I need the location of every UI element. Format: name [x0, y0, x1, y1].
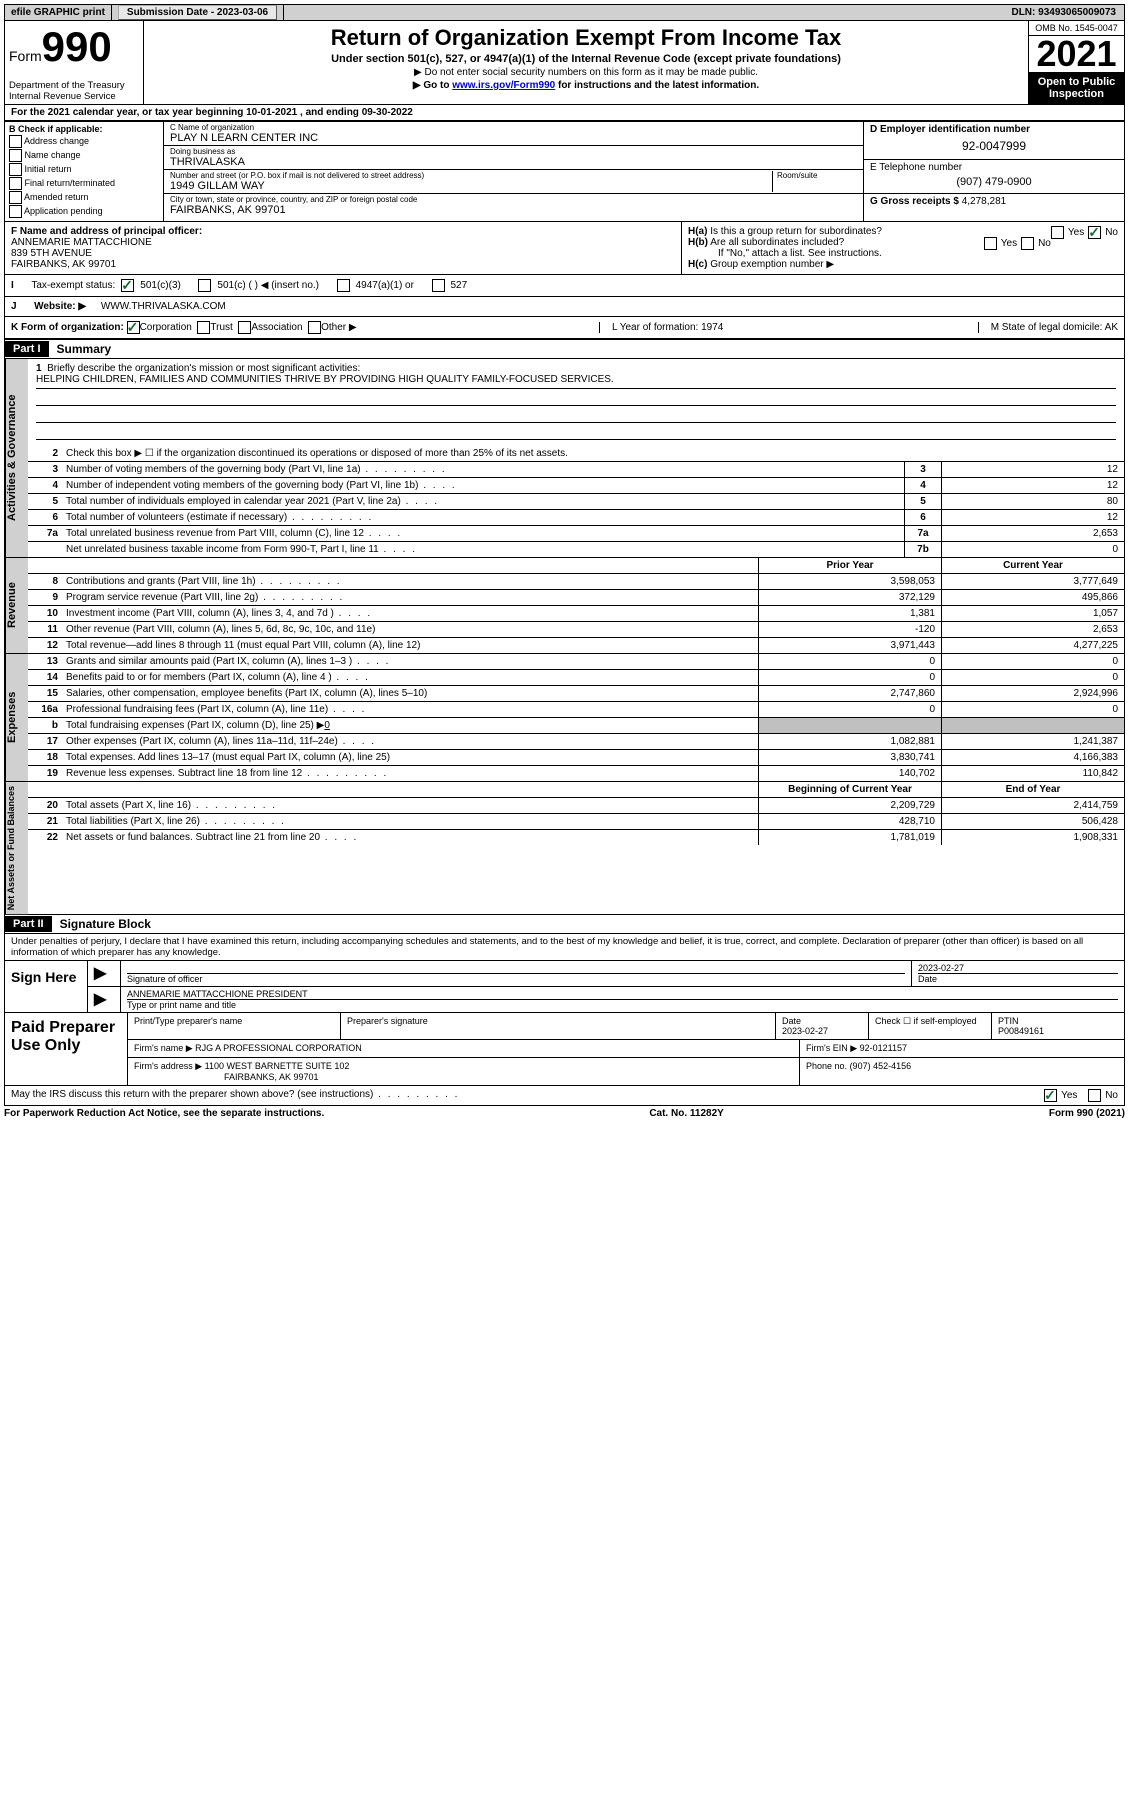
line-a: For the 2021 calendar year, or tax year …	[5, 105, 1124, 121]
firm-name: RJG A PROFESSIONAL CORPORATION	[195, 1043, 362, 1053]
section-h: H(a) Is this a group return for subordin…	[682, 222, 1124, 274]
identity-block: For the 2021 calendar year, or tax year …	[4, 105, 1125, 340]
form990-url[interactable]: www.irs.gov/Form990	[452, 80, 555, 91]
street-address: 1949 GILLAM WAY	[170, 180, 772, 192]
org-name: PLAY N LEARN CENTER INC	[170, 132, 857, 144]
dba-name: THRIVALASKA	[170, 156, 857, 168]
perjury-declaration: Under penalties of perjury, I declare th…	[5, 934, 1124, 960]
state-domicile: M State of legal domicile: AK	[978, 322, 1118, 333]
vtab-expenses: Expenses	[5, 654, 28, 781]
ssn-warning: ▶ Do not enter social security numbers o…	[150, 67, 1022, 78]
revenue-section: Revenue Prior YearCurrent Year 8Contribu…	[4, 558, 1125, 654]
paid-preparer: Paid Preparer Use Only Print/Type prepar…	[4, 1013, 1125, 1086]
page-footer: For Paperwork Reduction Act Notice, see …	[4, 1106, 1125, 1121]
phone: (907) 479-0900	[870, 173, 1118, 191]
vtab-revenue: Revenue	[5, 558, 28, 653]
goto-link-line: ▶ Go to www.irs.gov/Form990 for instruct…	[150, 80, 1022, 91]
gross-receipts: 4,278,281	[962, 196, 1007, 207]
tax-year: 2021	[1029, 36, 1124, 72]
irs-discuss: May the IRS discuss this return with the…	[4, 1086, 1125, 1106]
dept-treasury: Department of the Treasury	[9, 80, 125, 91]
year-formation: L Year of formation: 1974	[599, 322, 735, 333]
form-header: Form990 Department of the Treasury Inter…	[4, 21, 1125, 105]
vtab-governance: Activities & Governance	[5, 359, 28, 557]
activities-governance: Activities & Governance 1 Briefly descri…	[4, 359, 1125, 558]
form-subtitle: Under section 501(c), 527, or 4947(a)(1)…	[150, 53, 1022, 65]
part1-header: Part I Summary	[4, 340, 1125, 359]
city-state-zip: FAIRBANKS, AK 99701	[170, 204, 857, 216]
top-toolbar: efile GRAPHIC print Submission Date - 20…	[4, 4, 1125, 21]
website: WWW.THRIVALASKA.COM	[101, 301, 226, 312]
submission-date: Submission Date - 2023-03-06	[112, 5, 284, 20]
section-e: E Telephone number (907) 479-0900	[864, 160, 1124, 194]
section-c: C Name of organization PLAY N LEARN CENT…	[164, 122, 863, 221]
signature-block: Under penalties of perjury, I declare th…	[4, 934, 1125, 1013]
section-k: K Form of organization: Corporation Trus…	[5, 316, 1124, 339]
section-i: I Tax-exempt status: 501(c)(3) 501(c) ( …	[5, 274, 1124, 296]
officer-name: ANNEMARIE MATTACCHIONE PRESIDENT	[127, 989, 1118, 999]
section-d: D Employer identification number 92-0047…	[864, 122, 1124, 160]
net-assets-section: Net Assets or Fund Balances Beginning of…	[4, 782, 1125, 915]
section-j: J Website: ▶ WWW.THRIVALASKA.COM	[5, 296, 1124, 316]
ein: 92-0047999	[870, 135, 1118, 157]
vtab-net-assets: Net Assets or Fund Balances	[5, 782, 28, 914]
irs-label: Internal Revenue Service	[9, 91, 125, 102]
mission-text: HELPING CHILDREN, FAMILIES AND COMMUNITI…	[36, 374, 1116, 389]
ptin: P00849161	[998, 1026, 1044, 1036]
form-title: Return of Organization Exempt From Incom…	[150, 25, 1022, 51]
efile-label: efile GRAPHIC print	[5, 5, 112, 20]
expenses-section: Expenses 13Grants and similar amounts pa…	[4, 654, 1125, 782]
section-b: B Check if applicable: Address change Na…	[5, 122, 164, 221]
form-number: Form990	[9, 23, 139, 71]
open-inspection: Open to Public Inspection	[1029, 72, 1124, 104]
section-g: G Gross receipts $ 4,278,281	[864, 194, 1124, 209]
part2-header: Part II Signature Block	[4, 915, 1125, 934]
section-f: F Name and address of principal officer:…	[5, 222, 682, 274]
dln: DLN: 93493065009073	[1005, 5, 1124, 20]
sign-here-label: Sign Here	[5, 961, 87, 1012]
